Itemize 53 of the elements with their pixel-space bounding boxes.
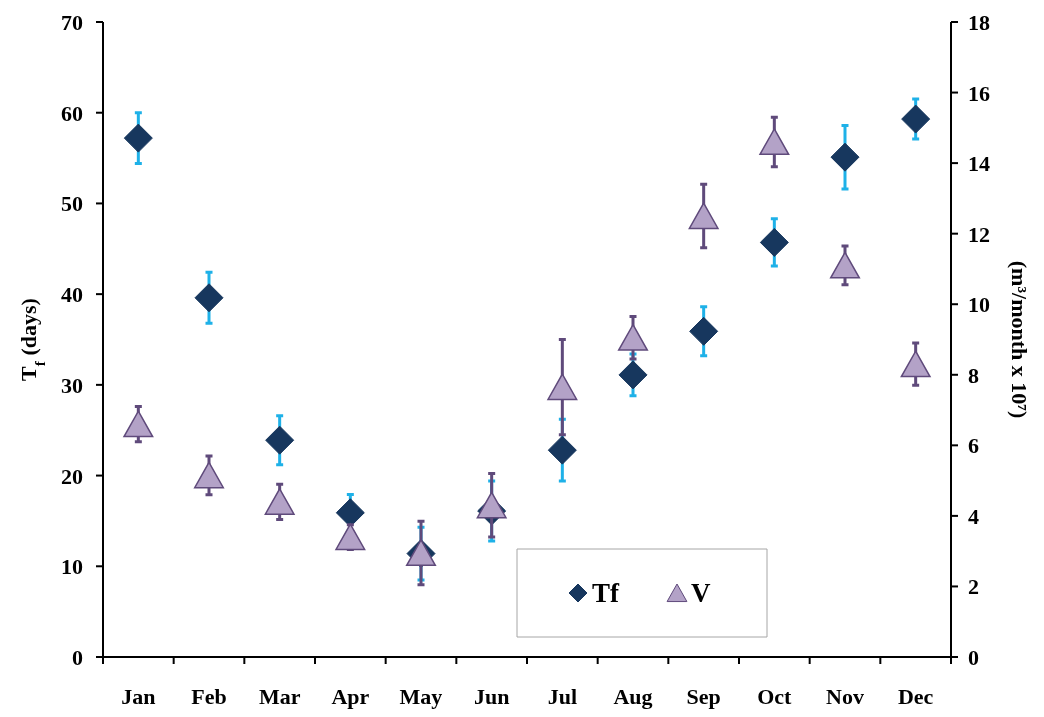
x-tick-label: Aug <box>613 684 653 709</box>
y2-tick-label: 18 <box>968 10 990 35</box>
point <box>759 227 789 257</box>
x-tick-label: May <box>399 684 443 709</box>
point <box>617 323 649 351</box>
point <box>335 523 366 551</box>
x-tick-label: Jul <box>547 684 578 709</box>
point <box>901 104 931 134</box>
y-tick-label: 60 <box>61 100 83 126</box>
point <box>547 435 577 465</box>
point <box>689 316 719 346</box>
y2-axis-title: (m³/month x 10⁷) <box>1007 260 1032 419</box>
x-tick-label: Feb <box>191 684 227 709</box>
x-tick-label: Nov <box>826 684 864 709</box>
y2-tick-label: 16 <box>968 80 990 106</box>
y-tick-label: 20 <box>61 463 83 489</box>
point <box>265 425 295 455</box>
x-tick-label: Jun <box>473 684 510 709</box>
point <box>759 128 790 156</box>
point <box>193 461 225 489</box>
legend-label: Tf <box>592 578 621 608</box>
y2-tick-label: 6 <box>968 433 979 459</box>
point <box>194 283 224 313</box>
y-tick-label: 0 <box>72 645 83 670</box>
x-tick-label: Dec <box>897 684 934 709</box>
point <box>688 202 719 230</box>
y2-tick-label: 14 <box>968 151 990 177</box>
point <box>476 491 507 519</box>
point <box>829 251 861 279</box>
y2-tick-label: 12 <box>968 221 990 247</box>
legend-label: V <box>691 578 711 608</box>
y2-tick-label: 8 <box>968 362 979 388</box>
point <box>618 360 648 390</box>
y-tick-label: 70 <box>61 10 83 35</box>
x-tick-label: Jan <box>121 684 156 709</box>
point <box>264 488 295 515</box>
x-tick-label: Mar <box>258 684 301 709</box>
y-tick-label: 50 <box>61 191 83 217</box>
y2-tick-label: 2 <box>968 574 979 600</box>
y-tick-label: 10 <box>61 554 83 580</box>
x-tick-label: Apr <box>331 684 370 709</box>
point <box>900 350 931 378</box>
y2-tick-label: 10 <box>968 292 990 318</box>
x-tick-label: Sep <box>686 684 721 709</box>
x-tick-label: Oct <box>757 684 793 709</box>
y2-tick-label: 0 <box>968 645 979 670</box>
y-tick-label: 40 <box>61 282 83 308</box>
point <box>547 373 578 401</box>
point <box>123 123 153 153</box>
point <box>123 410 154 438</box>
y-tick-label: 30 <box>61 372 83 398</box>
y2-tick-label: 4 <box>968 503 979 529</box>
point <box>830 142 860 172</box>
